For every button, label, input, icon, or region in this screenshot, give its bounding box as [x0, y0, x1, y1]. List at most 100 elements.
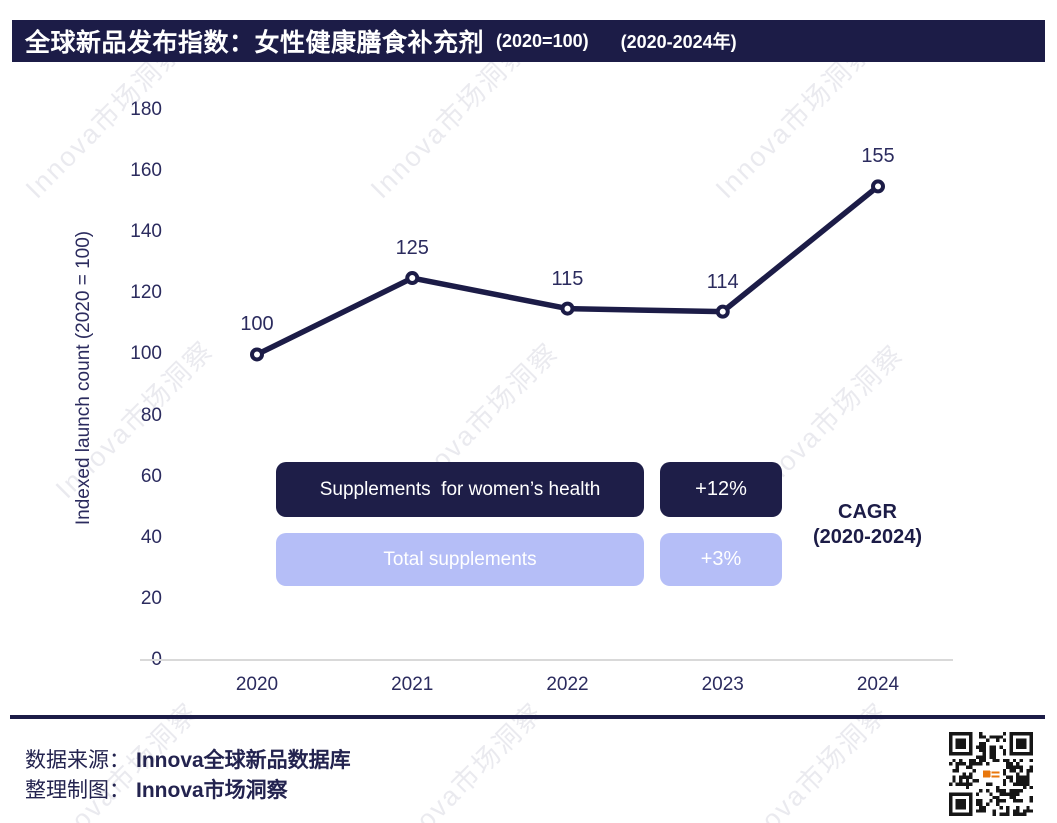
qr-module: [982, 748, 986, 753]
qr-module: [1009, 779, 1013, 783]
qr-module: [1019, 812, 1023, 816]
qr-module: [969, 782, 973, 786]
qr-module: [1002, 782, 1007, 786]
qr-module: [979, 732, 983, 736]
qr-module: [991, 775, 1000, 778]
qr-module: [1019, 782, 1023, 786]
qr-module: [999, 735, 1003, 739]
qr-module: [965, 775, 970, 780]
qr-module: [1002, 792, 1007, 796]
qr-module: [1019, 768, 1023, 773]
qr-module: [1012, 782, 1017, 786]
qr-module: [989, 755, 993, 759]
qr-module: [969, 772, 973, 776]
y-tick-label: 20: [140, 587, 162, 609]
qr-module: [996, 785, 1000, 790]
cagr-value-women-health: +12%: [660, 462, 782, 517]
y-tick-label: 120: [130, 282, 162, 304]
qr-module: [952, 775, 956, 780]
qr-module: [972, 779, 976, 783]
qr-module: [996, 735, 1000, 739]
qr-module: [952, 758, 956, 763]
data-point-label: 155: [861, 145, 895, 168]
qr-module: [1019, 779, 1023, 783]
qr-module: [1029, 765, 1033, 769]
qr-module: [1012, 765, 1017, 769]
qr-module: [1009, 792, 1013, 796]
cagr-value: +3%: [700, 548, 742, 570]
qr-module: [1012, 799, 1017, 803]
qr-module: [1019, 789, 1023, 793]
data-point-marker: [250, 347, 264, 362]
qr-module: [992, 809, 997, 813]
qr-module: [999, 799, 1003, 803]
qr-module: [1016, 799, 1020, 803]
qr-module: [1029, 809, 1033, 813]
cagr-value: +12%: [695, 478, 747, 500]
series-line: [254, 183, 881, 358]
qr-module: [1002, 772, 1007, 776]
qr-module: [1009, 765, 1013, 769]
data-point-label: 100: [240, 313, 274, 336]
qr-module: [1009, 762, 1013, 766]
cagr-heading: CAGR (2020-2024): [795, 500, 940, 550]
qr-module: [1009, 789, 1013, 793]
qr-module: [1016, 775, 1020, 780]
qr-module: [1002, 752, 1007, 756]
qr-module: [955, 762, 960, 766]
qr-module: [949, 782, 953, 786]
qr-module: [996, 789, 1000, 793]
qr-module: [985, 782, 990, 786]
qr-module: [975, 762, 980, 766]
qr-module: [999, 812, 1003, 816]
qr-module: [965, 782, 970, 786]
qr-module: [975, 792, 980, 796]
qr-module: [1016, 738, 1027, 749]
y-tick-label: 180: [130, 99, 162, 120]
qr-module: [996, 738, 1000, 743]
qr-module: [949, 762, 953, 766]
qr-module: [1006, 775, 1010, 780]
qr-module: [959, 775, 963, 780]
qr-module: [992, 758, 997, 763]
qr-module: [1016, 782, 1020, 786]
qr-module: [996, 758, 1000, 763]
qr-module: [972, 768, 976, 773]
qr-module: [979, 735, 983, 739]
qr-module: [952, 779, 956, 783]
qr-module: [979, 755, 983, 759]
qr-module: [1009, 768, 1013, 773]
qr-module: [1012, 792, 1017, 796]
qr-module: [982, 742, 986, 746]
period-note: (2020-2024年): [620, 32, 737, 52]
qr-module: [959, 779, 963, 783]
qr-module: [979, 789, 983, 793]
footer-divider: [10, 715, 1045, 719]
qr-module: [1026, 782, 1030, 786]
qr-module: [992, 735, 997, 739]
qr-module: [982, 745, 986, 749]
data-point-marker: [871, 179, 885, 194]
qr-module: [1006, 812, 1010, 816]
qr-module: [996, 802, 1000, 806]
qr-module: [1016, 809, 1020, 813]
qr-module: [969, 762, 973, 766]
qr-module: [1022, 779, 1027, 783]
qr-module: [1002, 789, 1007, 793]
data-point-marker: [715, 304, 730, 319]
qr-module: [1029, 758, 1033, 763]
qr-module: [985, 789, 990, 793]
qr-module: [979, 758, 983, 763]
qr-module: [979, 805, 983, 810]
qr-module: [1026, 779, 1030, 783]
qr-module: [1022, 812, 1027, 816]
qr-module: [1016, 805, 1020, 810]
qr-module: [1002, 748, 1007, 753]
qr-module: [1012, 789, 1017, 793]
qr-module: [1012, 758, 1017, 763]
qr-module: [979, 748, 983, 753]
qr-module: [959, 758, 963, 763]
qr-module: [975, 745, 980, 749]
credit-value: Innova市场洞察: [136, 779, 288, 802]
